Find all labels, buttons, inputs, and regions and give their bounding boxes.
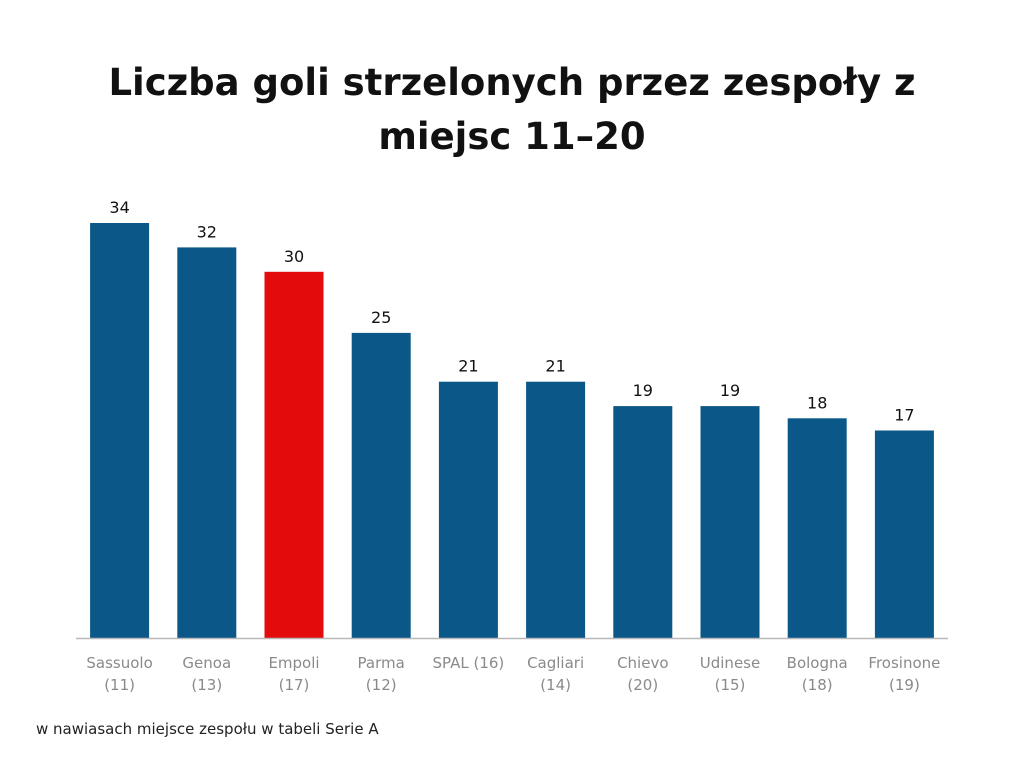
value-labels-group: 34 32 30 25 21 21 19 19 18 17 bbox=[109, 198, 914, 425]
category-labels-group: Sassuolo (11) Genoa (13) Empoli (17) Parma (12)… bbox=[86, 654, 940, 694]
bar-3 bbox=[351, 332, 411, 638]
footnote: w nawiasach miejsce zespołu w tabeli Ser… bbox=[36, 720, 379, 738]
value-label-5: 21 bbox=[545, 357, 565, 376]
value-label-2: 30 bbox=[284, 247, 304, 266]
value-label-7: 19 bbox=[720, 381, 740, 400]
category-label-1: Genoa bbox=[182, 654, 231, 672]
value-label-3: 25 bbox=[371, 308, 391, 327]
bar-6 bbox=[613, 406, 673, 638]
bar-4 bbox=[438, 381, 498, 638]
category-sublabel-9: (19) bbox=[889, 676, 920, 694]
category-sublabel-7: (15) bbox=[715, 676, 746, 694]
category-sublabel-1: (13) bbox=[191, 676, 222, 694]
chart-title: Liczba goli strzelonych przez zespoły z … bbox=[108, 61, 916, 158]
bar-1 bbox=[177, 247, 237, 638]
category-label-6: Chievo bbox=[617, 654, 668, 672]
category-sublabel-2: (17) bbox=[279, 676, 310, 694]
category-sublabel-8: (18) bbox=[802, 676, 833, 694]
category-label-3: Parma bbox=[358, 654, 405, 672]
bar-0 bbox=[90, 223, 150, 638]
bar-7 bbox=[700, 406, 760, 638]
bar-2 bbox=[264, 271, 324, 638]
bar-5 bbox=[526, 381, 586, 638]
category-label-5: Cagliari bbox=[527, 654, 584, 672]
category-label-8: Bologna bbox=[787, 654, 848, 672]
category-label-0: Sassuolo bbox=[86, 654, 152, 672]
category-sublabel-6: (20) bbox=[627, 676, 658, 694]
bar-9 bbox=[874, 430, 934, 638]
category-label-4: SPAL (16) bbox=[433, 654, 505, 672]
category-label-9: Frosinone bbox=[868, 654, 940, 672]
bars-group bbox=[90, 223, 934, 638]
value-label-6: 19 bbox=[633, 381, 653, 400]
category-sublabel-0: (11) bbox=[104, 676, 135, 694]
value-label-9: 17 bbox=[894, 406, 914, 425]
category-sublabel-3: (12) bbox=[366, 676, 397, 694]
bar-8 bbox=[787, 418, 847, 638]
value-label-1: 32 bbox=[197, 222, 217, 241]
category-label-2: Empoli bbox=[268, 654, 319, 672]
category-sublabel-5: (14) bbox=[540, 676, 571, 694]
value-label-8: 18 bbox=[807, 393, 827, 412]
value-label-4: 21 bbox=[458, 357, 478, 376]
value-label-0: 34 bbox=[109, 198, 129, 217]
category-label-7: Udinese bbox=[700, 654, 760, 672]
